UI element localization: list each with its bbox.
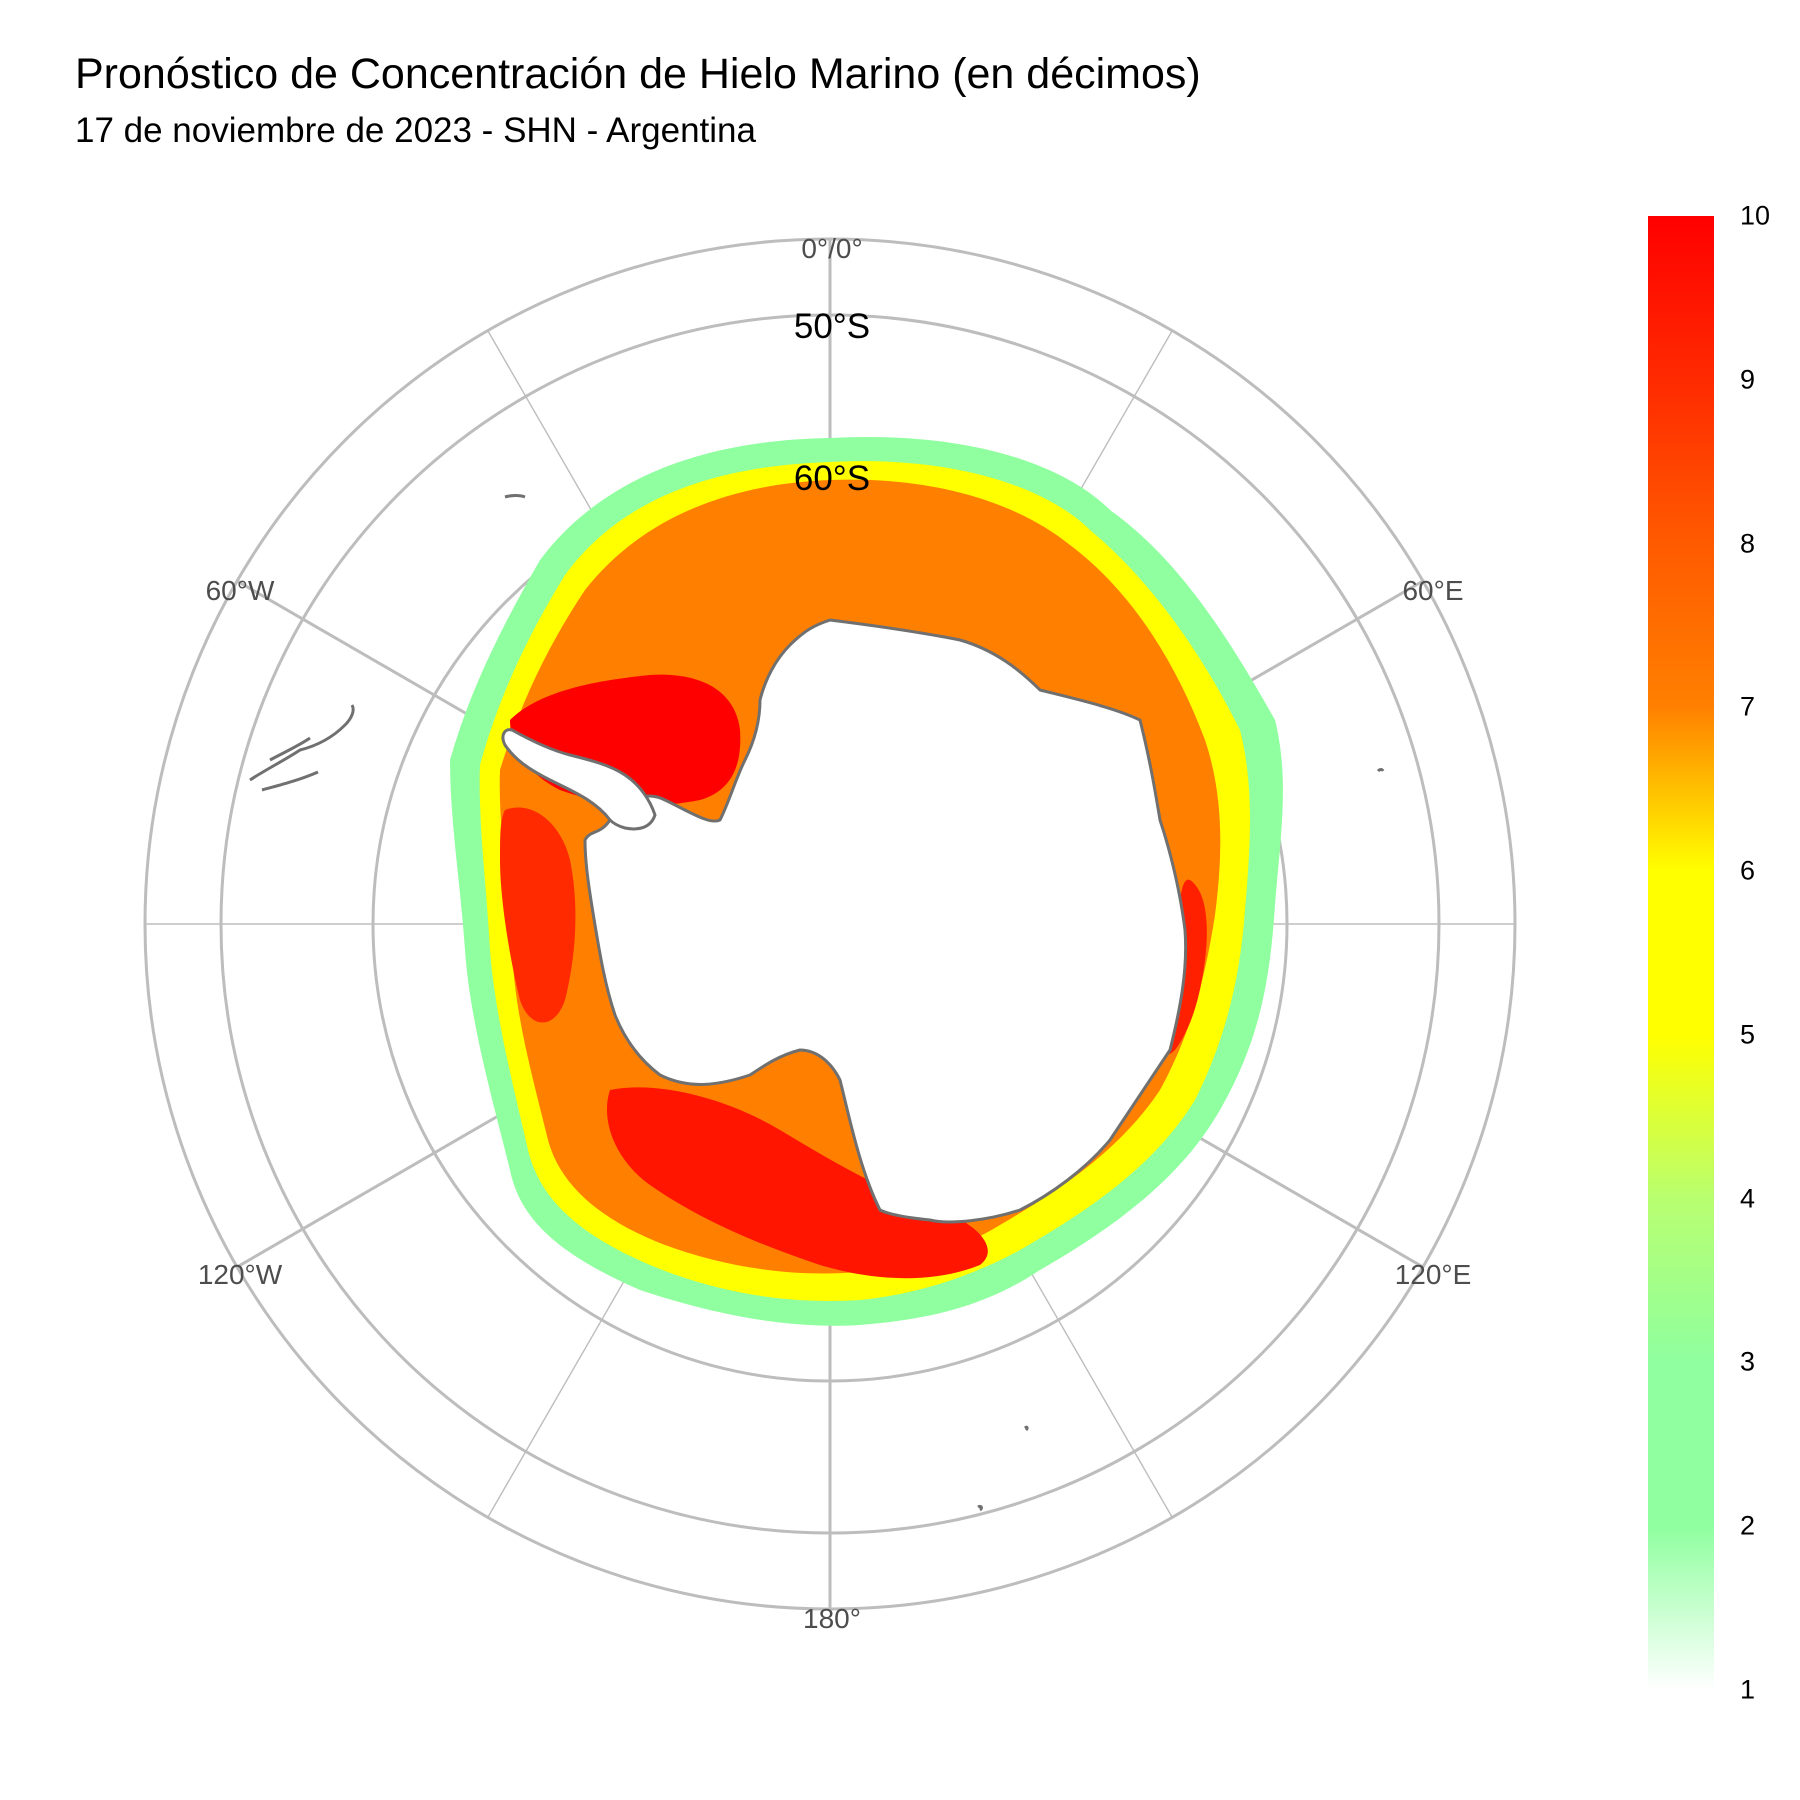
- lon-label-120e: 120°E: [1395, 1259, 1472, 1290]
- lat-label-50s: 50°S: [794, 307, 870, 346]
- chart-title: Pronóstico de Concentración de Hielo Mar…: [75, 50, 1201, 98]
- colorbar-tick-label: 1: [1740, 1674, 1756, 1705]
- colorbar-tick-label: 2: [1740, 1510, 1756, 1541]
- colorbar-tick-label: 3: [1740, 1346, 1756, 1377]
- polar-map: 0°/0° 60°E 120°E 180° 120°W 60°W 50°S 60…: [143, 233, 1517, 1634]
- chart-subtitle: 17 de noviembre de 2023 - SHN - Argentin…: [75, 111, 756, 150]
- island-auckland: [977, 1504, 983, 1512]
- colorbar-tick-label: 7: [1740, 691, 1756, 722]
- colorbar-tick-label: 10: [1740, 200, 1771, 231]
- colorbar-tick-label: 4: [1740, 1183, 1756, 1214]
- south-america-tip: [249, 704, 355, 792]
- island-kerguelen: [1376, 768, 1385, 773]
- ice-patch-ross: [606, 1087, 988, 1279]
- colorbar-tick-label: 5: [1740, 1019, 1756, 1050]
- lon-label-0: 0°/0°: [801, 233, 862, 264]
- antarctica-coast: [583, 618, 1188, 1224]
- colorbar-tick-label: 8: [1740, 528, 1756, 559]
- colorbar-tick-label: 6: [1740, 855, 1756, 886]
- lon-label-180: 180°: [803, 1603, 861, 1634]
- ice-patch-bellingshausen: [500, 807, 576, 1023]
- colorbar-tick-label: 9: [1740, 364, 1756, 395]
- island-south-georgia: [504, 494, 526, 499]
- lon-label-60e: 60°E: [1402, 575, 1463, 606]
- colorbar: [1648, 216, 1714, 1690]
- lon-label-60w: 60°W: [206, 575, 275, 606]
- island-macquarie: [1023, 1425, 1029, 1432]
- lat-label-60s: 60°S: [794, 459, 870, 498]
- antarctic-peninsula: [501, 728, 657, 831]
- lon-label-120w: 120°W: [198, 1259, 283, 1290]
